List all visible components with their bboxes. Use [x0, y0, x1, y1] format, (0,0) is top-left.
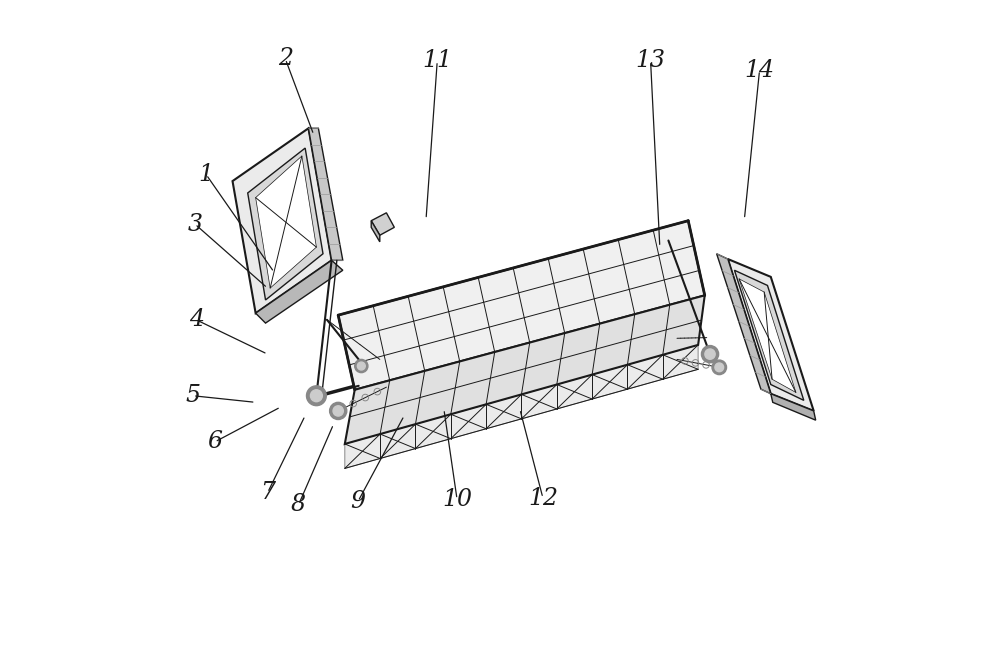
Circle shape: [701, 346, 719, 363]
Text: 8: 8: [291, 494, 306, 516]
Text: 9: 9: [351, 490, 366, 513]
Polygon shape: [338, 220, 705, 390]
Text: 12: 12: [528, 487, 558, 509]
Circle shape: [705, 349, 715, 359]
Polygon shape: [717, 254, 771, 394]
Text: 14: 14: [745, 59, 775, 82]
Text: 10: 10: [442, 488, 472, 511]
Circle shape: [306, 386, 326, 406]
Polygon shape: [771, 394, 816, 420]
Text: 6: 6: [207, 430, 222, 454]
Text: 4: 4: [189, 308, 204, 331]
Polygon shape: [371, 220, 380, 242]
Polygon shape: [345, 345, 698, 468]
Polygon shape: [734, 270, 804, 400]
Polygon shape: [248, 148, 323, 300]
Polygon shape: [345, 295, 705, 444]
Polygon shape: [256, 156, 316, 288]
Text: 2: 2: [278, 47, 293, 71]
Text: 7: 7: [260, 482, 275, 504]
Polygon shape: [256, 260, 343, 323]
Polygon shape: [308, 129, 343, 260]
Circle shape: [357, 362, 365, 370]
Text: 3: 3: [187, 212, 202, 236]
Circle shape: [330, 402, 347, 420]
Polygon shape: [728, 259, 814, 411]
Circle shape: [715, 363, 724, 372]
Text: 5: 5: [185, 384, 200, 407]
Circle shape: [333, 406, 343, 416]
Circle shape: [355, 360, 368, 372]
Text: 1: 1: [199, 163, 214, 186]
Polygon shape: [739, 279, 796, 392]
Circle shape: [310, 390, 322, 402]
Circle shape: [712, 360, 727, 374]
Text: 13: 13: [636, 49, 666, 73]
Polygon shape: [371, 213, 394, 235]
Polygon shape: [233, 129, 332, 313]
Text: 11: 11: [422, 49, 452, 73]
